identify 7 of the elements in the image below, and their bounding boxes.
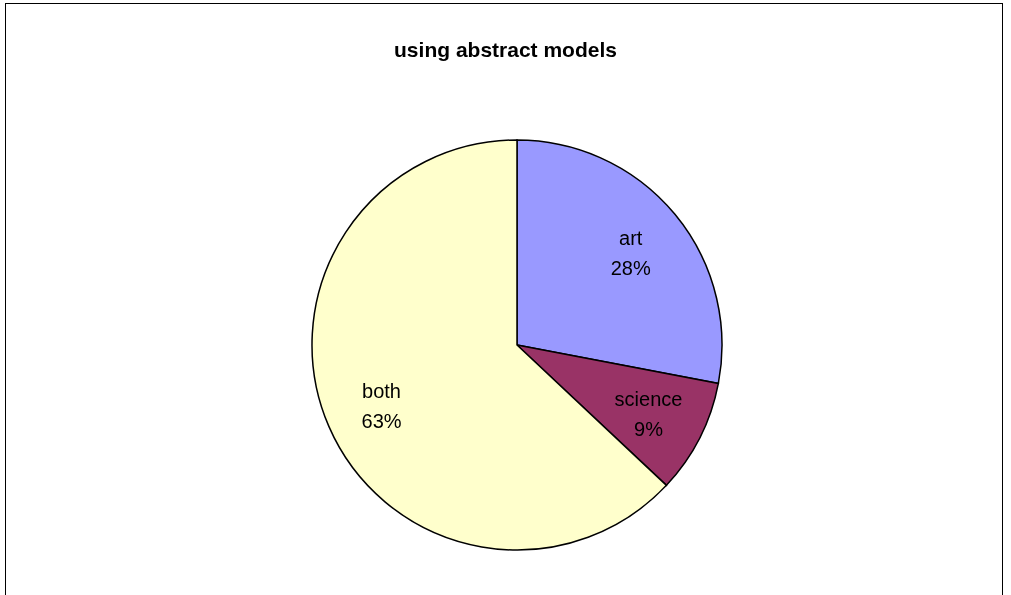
data-label: 63% xyxy=(361,409,402,432)
data-label: 28% xyxy=(610,256,651,279)
slice-label: art xyxy=(619,226,643,249)
data-label: 9% xyxy=(634,418,664,441)
slice-label: both xyxy=(362,379,402,402)
chart-title: using abstract models xyxy=(393,38,618,62)
slice-label: science xyxy=(614,388,683,411)
